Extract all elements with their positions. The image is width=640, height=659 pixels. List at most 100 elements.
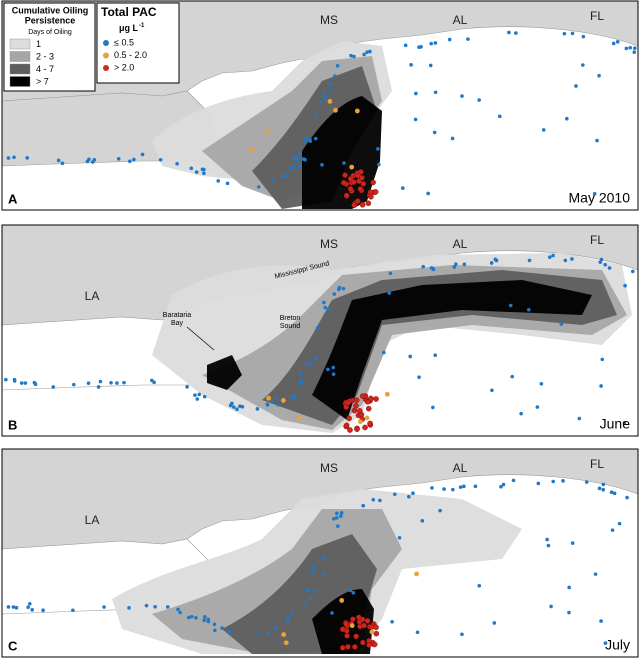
sample-point (249, 147, 255, 153)
sample-point (492, 621, 497, 625)
sample-point (323, 305, 328, 310)
sample-point (432, 130, 437, 135)
sample-point (415, 630, 420, 635)
sample-point (12, 155, 16, 160)
sample-point (460, 632, 464, 637)
sample-point (194, 170, 199, 174)
sample-point (92, 158, 97, 162)
sample-point (365, 200, 372, 207)
sample-point (493, 257, 498, 262)
sample-point (216, 179, 221, 183)
sample-point (330, 611, 334, 615)
sample-point (400, 186, 405, 190)
sample-point (344, 633, 350, 639)
sample-point (158, 158, 163, 162)
sample-point (377, 162, 381, 167)
sample-point (302, 602, 307, 606)
sample-point (314, 112, 318, 117)
sample-point (347, 427, 353, 433)
sample-point (96, 385, 101, 389)
sample-point (336, 524, 340, 529)
sample-point (526, 307, 531, 312)
sample-point (600, 357, 605, 362)
sample-point (326, 367, 330, 372)
sample-point (567, 585, 571, 590)
sample-point (231, 405, 236, 409)
sample-point (353, 633, 359, 640)
sample-point (431, 405, 435, 410)
sample-point (354, 108, 360, 114)
sample-point (581, 34, 586, 39)
sample-point (127, 606, 131, 610)
sample-point (577, 416, 582, 421)
panel-letter: B (8, 417, 17, 432)
sample-point (367, 189, 374, 195)
sample-point (335, 516, 339, 520)
sample-point (202, 171, 206, 176)
sample-point (519, 411, 523, 416)
sample-point (343, 621, 349, 627)
sample-point (510, 374, 514, 379)
sample-point (388, 271, 393, 276)
sample-point (615, 40, 620, 44)
sample-point (414, 91, 418, 96)
sample-point (292, 395, 296, 400)
sample-point (309, 361, 314, 365)
sample-point (33, 382, 38, 387)
sample-point (601, 482, 606, 487)
sample-point (609, 490, 614, 495)
sample-point (597, 73, 601, 78)
sample-point (354, 426, 360, 432)
sample-point (514, 31, 518, 35)
sample-point (132, 157, 136, 162)
sample-point (305, 362, 309, 367)
sample-point (433, 353, 438, 357)
legend-unit: μg L-1 (119, 23, 145, 34)
sample-point (361, 622, 367, 629)
sample-point (365, 405, 372, 412)
place-label: MS (320, 461, 338, 475)
sample-point (331, 365, 336, 370)
sample-point (351, 407, 358, 414)
sample-point (462, 484, 466, 489)
sample-point (599, 619, 603, 623)
sample-point (289, 167, 293, 171)
sample-point (318, 100, 322, 104)
sample-point (342, 161, 346, 165)
legend-label: > 2.0 (114, 62, 134, 72)
sample-point (340, 179, 347, 186)
panel-month: May 2010 (569, 190, 631, 206)
sample-point (102, 605, 106, 609)
sample-point (273, 626, 278, 630)
sample-point (206, 617, 211, 622)
sample-point (350, 616, 356, 622)
sample-point (624, 46, 629, 51)
sample-point (280, 398, 286, 403)
sample-point (283, 640, 289, 646)
sample-point (327, 98, 333, 104)
sample-point (507, 30, 511, 35)
sample-point (298, 371, 303, 376)
sample-point (360, 639, 366, 646)
sample-point (592, 191, 597, 196)
legend-title: Persistence (25, 15, 76, 25)
sample-point (189, 614, 194, 619)
sample-point (328, 88, 333, 93)
sample-point (351, 202, 357, 208)
sample-point (603, 641, 608, 645)
sample-point (409, 63, 413, 67)
sample-point (25, 156, 30, 160)
legend-label: 1 (36, 39, 41, 49)
sample-point (341, 286, 346, 291)
sample-point (433, 41, 438, 45)
sample-point (6, 156, 11, 160)
sample-point (462, 262, 467, 267)
sample-point (11, 605, 16, 609)
sample-point (193, 393, 197, 397)
sample-point (348, 588, 353, 593)
sample-point (265, 402, 270, 407)
sample-point (122, 380, 126, 385)
sample-point (421, 264, 426, 269)
sample-point (320, 163, 324, 167)
